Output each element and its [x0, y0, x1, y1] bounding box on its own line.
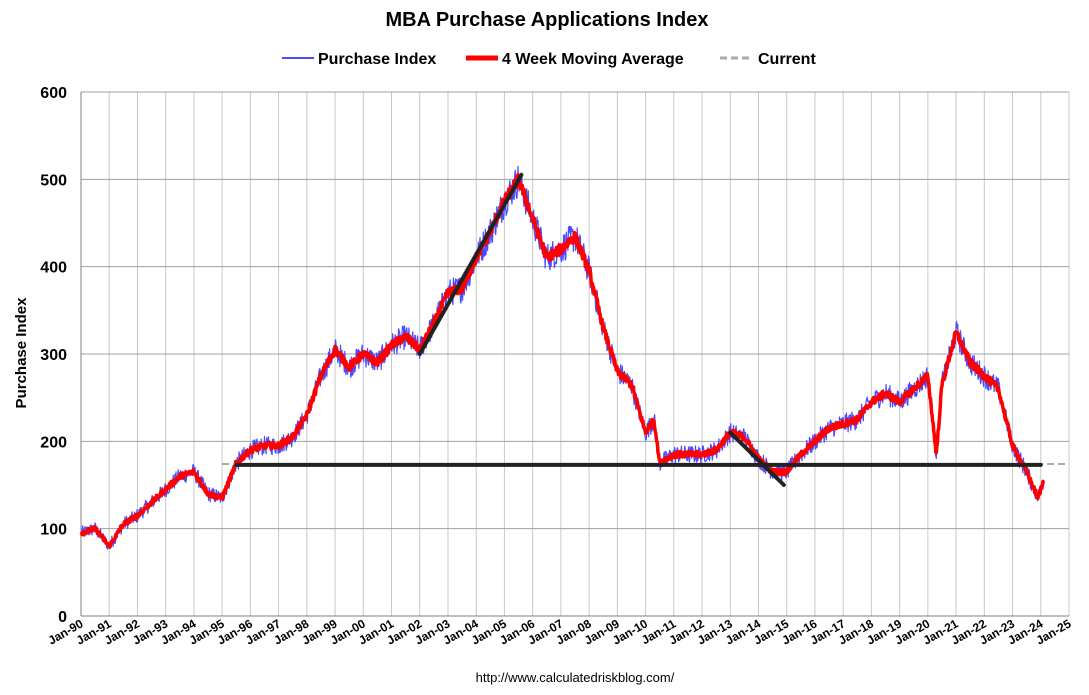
legend-label-purchase-index: Purchase Index	[318, 51, 436, 68]
source-url: http://www.calculatedriskblog.com/	[476, 670, 675, 685]
legend-label-moving-average: 4 Week Moving Average	[502, 51, 684, 68]
plot-area	[79, 165, 1069, 550]
gridlines	[80, 91, 1070, 617]
trend-line-2	[728, 430, 786, 487]
y-axis-ticks: 0 100 200 300 400 500 600	[40, 85, 67, 626]
y-tick-label: 500	[40, 172, 67, 189]
y-tick-label: 400	[40, 260, 67, 277]
x-axis-ticks: Jan-90Jan-91Jan-92Jan-93Jan-94Jan-95Jan-…	[46, 616, 1074, 647]
legend-label-current: Current	[758, 51, 816, 68]
y-tick-label: 600	[40, 85, 67, 102]
y-tick-label: 200	[40, 434, 67, 451]
chart-title: MBA Purchase Applications Index	[385, 9, 708, 31]
y-axis-label: Purchase Index	[13, 297, 30, 409]
y-tick-label: 0	[58, 609, 67, 626]
series-line-1	[79, 173, 1046, 549]
y-tick-label: 100	[40, 522, 67, 539]
y-tick-label: 300	[40, 347, 67, 364]
legend: Purchase Index 4 Week Moving Average Cur…	[282, 51, 816, 68]
trend-line-1	[417, 172, 524, 356]
